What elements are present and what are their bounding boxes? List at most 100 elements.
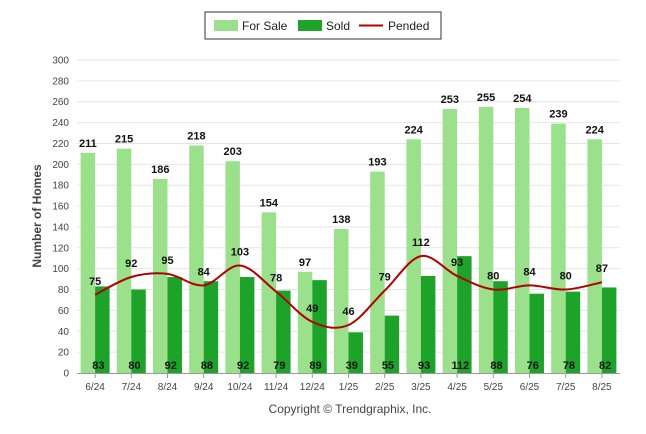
legend-box	[204, 11, 442, 40]
label-pended-2: 95	[161, 255, 173, 267]
label-for-sale-10: 253	[441, 94, 459, 106]
pended-line-group	[94, 255, 603, 329]
label-sold-4: 92	[237, 360, 249, 372]
label-sold-12: 76	[527, 360, 539, 372]
label-sold-1: 80	[128, 360, 140, 372]
bar-for-sale-5	[261, 212, 277, 373]
bar-for-sale-10	[442, 109, 458, 373]
label-pended-12: 84	[523, 266, 536, 278]
bar-for-sale-14	[587, 139, 602, 373]
label-for-sale-2: 186	[151, 164, 169, 176]
label-sold-10: 112	[451, 360, 469, 372]
data-labels: 211 83 75 215 80 92 186 92 95 218 88 84 203 92 103 154 7…	[79, 92, 611, 372]
bar-for-sale-13	[551, 123, 566, 373]
label-sold-8: 55	[382, 360, 394, 372]
label-for-sale-13: 239	[549, 109, 567, 121]
bar-for-sale-9	[406, 139, 421, 373]
label-for-sale-9: 224	[404, 124, 423, 136]
bar-for-sale-6	[297, 271, 313, 373]
legend-swatch-for-sale	[214, 20, 238, 31]
y-tick-label-100: 100	[52, 264, 69, 275]
x-tick-label-11: 5/25	[484, 382, 504, 393]
bar-sold-13	[565, 291, 581, 373]
bar-sold-4	[239, 277, 255, 373]
bar-sold-6	[312, 280, 327, 373]
legend-label-pended: Pended	[388, 19, 429, 33]
x-tick-label-10: 4/25	[447, 382, 467, 393]
y-tick-label-300: 300	[52, 56, 69, 67]
x-tick-label-1: 7/24	[122, 382, 142, 393]
bar-sold-11	[493, 281, 508, 373]
label-sold-9: 93	[418, 360, 430, 372]
y-tick-label-160: 160	[52, 202, 69, 213]
y-axis-ticks: 0 20 40 60 80 100 120 140 160 180 200 220 240 260 280 3…	[52, 56, 69, 380]
label-sold-6: 89	[309, 360, 321, 372]
bar-for-sale-0	[80, 152, 96, 373]
bar-sold-0	[95, 286, 110, 373]
x-tick-label-0: 6/24	[85, 382, 105, 393]
label-pended-4: 103	[231, 247, 249, 259]
x-tick-label-14: 8/25	[592, 382, 612, 393]
label-for-sale-4: 203	[223, 146, 241, 158]
label-pended-6: 49	[306, 303, 318, 315]
bar-for-sale-3	[189, 145, 204, 373]
y-tick-label-280: 280	[52, 76, 69, 87]
label-sold-5: 79	[273, 360, 285, 372]
bar-sold-1	[131, 289, 146, 373]
y-tick-label-0: 0	[63, 369, 69, 380]
y-tick-label-240: 240	[52, 118, 69, 129]
legend-label-for-sale: For Sale	[242, 19, 288, 33]
bar-sold-10	[457, 256, 472, 373]
bar-for-sale-7	[334, 229, 349, 373]
bar-sold-3	[203, 281, 219, 373]
label-pended-11: 80	[487, 271, 499, 283]
label-sold-14: 82	[599, 360, 611, 372]
y-tick-label-200: 200	[52, 160, 69, 171]
y-tick-label-260: 260	[52, 97, 69, 108]
copyright-credit: Copyright © Trendgraphix, Inc.	[269, 402, 432, 416]
y-tick-label-140: 140	[52, 222, 69, 233]
label-for-sale-12: 254	[513, 93, 532, 105]
x-tick-label-12: 6/25	[520, 382, 540, 393]
label-sold-13: 78	[563, 360, 575, 372]
label-sold-0: 83	[92, 360, 104, 372]
x-tick-label-7: 1/25	[339, 382, 359, 393]
y-tick-label-60: 60	[58, 306, 70, 317]
legend: For Sale Sold Pended	[204, 11, 442, 40]
bar-for-sale-2	[153, 178, 168, 373]
label-sold-11: 88	[490, 360, 502, 372]
pended-line	[94, 255, 603, 329]
label-for-sale-8: 193	[368, 157, 386, 169]
y-tick-label-40: 40	[58, 327, 70, 338]
bar-for-sale-12	[515, 107, 530, 373]
y-tick-label-20: 20	[58, 348, 70, 359]
label-pended-1: 92	[125, 258, 137, 270]
bar-for-sale-1	[116, 148, 132, 373]
y-tick-label-180: 180	[52, 181, 69, 192]
bars	[80, 106, 617, 373]
label-for-sale-11: 255	[477, 92, 495, 104]
label-for-sale-7: 138	[332, 214, 350, 226]
label-sold-2: 92	[165, 360, 177, 372]
x-axis-ticks: 6/24 7/24 8/24 9/24 10/24 11/24 12/24 1/25 2/25 3…	[85, 373, 612, 393]
y-tick-label-220: 220	[52, 139, 69, 150]
bar-sold-14	[601, 287, 617, 373]
label-pended-13: 80	[560, 271, 572, 283]
label-pended-7: 46	[342, 306, 354, 318]
x-tick-label-9: 3/25	[411, 382, 431, 393]
label-pended-0: 75	[89, 276, 101, 288]
bar-for-sale-11	[478, 106, 494, 373]
label-for-sale-14: 224	[585, 124, 604, 136]
legend-label-sold: Sold	[326, 19, 350, 33]
label-pended-10: 93	[451, 257, 463, 269]
x-tick-label-8: 2/25	[375, 382, 395, 393]
legend-swatch-sold	[298, 20, 322, 31]
label-pended-9: 112	[412, 237, 430, 249]
bar-sold-9	[420, 275, 436, 373]
label-pended-8: 79	[379, 272, 391, 284]
label-for-sale-6: 97	[299, 257, 311, 269]
label-for-sale-3: 218	[187, 131, 205, 143]
x-tick-label-4: 10/24	[227, 382, 252, 393]
x-tick-label-2: 8/24	[158, 382, 178, 393]
bar-for-sale-8	[370, 171, 385, 373]
